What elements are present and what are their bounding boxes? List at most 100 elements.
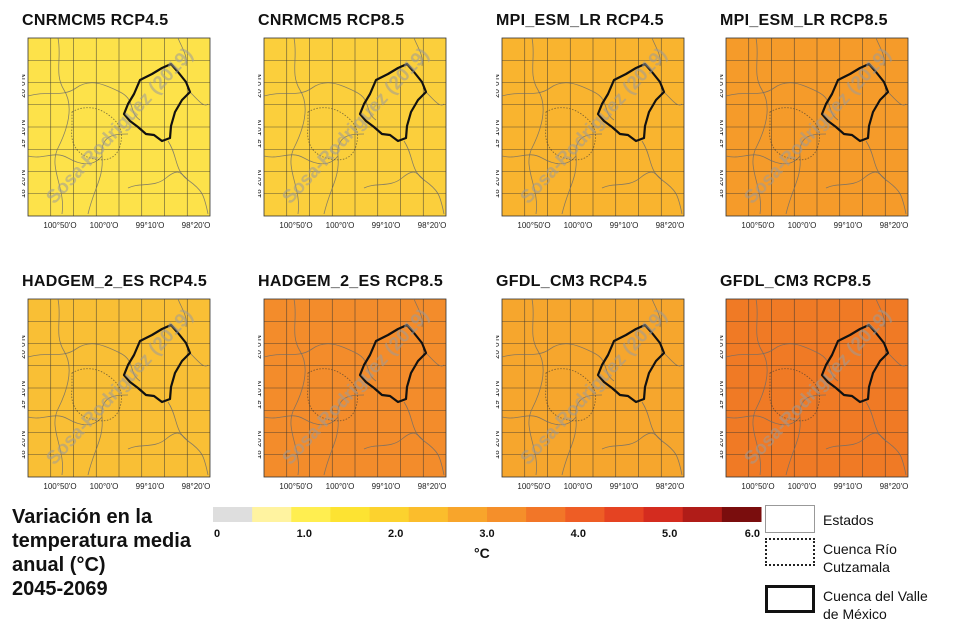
y-tick-label: 19°10'N bbox=[258, 381, 263, 410]
colorbar-unit: °C bbox=[474, 545, 490, 561]
x-tick-label: 98°20'O bbox=[418, 482, 447, 491]
map-panel: HADGEM_2_ES RCP4.5 20°0'N 19°10'N 18°20'N 10… bbox=[22, 273, 257, 513]
colorbar-segment bbox=[408, 507, 449, 522]
y-tick-label: 20°0'N bbox=[22, 335, 27, 359]
x-tick-label: 100°0'O bbox=[326, 221, 355, 230]
state-boundary bbox=[601, 171, 663, 189]
colorbar-tick-label: 2.0 bbox=[388, 528, 403, 540]
map-panel: GFDL_CM3 RCP4.5 20°0'N 19°10'N 18°20'N 100°5… bbox=[496, 273, 731, 513]
map-panel: HADGEM_2_ES RCP8.5 20°0'N 19°10'N 18°20'N 10… bbox=[258, 273, 493, 513]
state-boundary bbox=[651, 37, 661, 67]
x-tick-label: 99°10'O bbox=[372, 482, 401, 491]
state-boundary bbox=[501, 154, 577, 165]
colorbar-segment bbox=[604, 507, 645, 522]
cutzamala-basin-outline bbox=[545, 107, 596, 161]
state-boundary bbox=[363, 171, 425, 189]
colorbar-tick-label: 5.0 bbox=[662, 528, 677, 540]
temperature-map: 20°0'N 19°10'N 18°20'N 100°50'O 100°0'O 99°10… bbox=[22, 37, 211, 230]
y-tick-label: 19°10'N bbox=[720, 381, 725, 410]
valle-de-mexico-basin-outline bbox=[820, 323, 890, 404]
y-tick-label: 20°0'N bbox=[258, 335, 263, 359]
panel-title: CNRMCM5 RCP8.5 bbox=[258, 12, 405, 29]
state-boundary bbox=[752, 298, 768, 476]
colorbar-segment bbox=[252, 507, 292, 522]
y-tick-label: 20°0'N bbox=[496, 74, 501, 98]
y-tick-label: 18°20'N bbox=[496, 170, 501, 199]
valle-de-mexico-basin-outline bbox=[358, 323, 428, 404]
y-tick-label: 19°10'N bbox=[496, 381, 501, 410]
temperature-map: 20°0'N 19°10'N 18°20'N 100°50'O 100°0'O 99°10… bbox=[720, 298, 909, 491]
caption-line-2: temperatura media bbox=[12, 530, 191, 552]
state-boundary bbox=[127, 171, 189, 189]
state-boundary bbox=[290, 37, 306, 215]
state-boundary bbox=[725, 415, 801, 426]
x-tick-label: 100°0'O bbox=[788, 221, 817, 230]
x-tick-label: 99°10'O bbox=[610, 482, 639, 491]
colorbar-segment bbox=[213, 507, 253, 522]
x-tick-label: 98°20'O bbox=[182, 482, 211, 491]
legend-label-estados: Estados bbox=[823, 512, 874, 528]
colorbar-segment bbox=[565, 507, 605, 522]
valle-de-mexico-basin-outline bbox=[596, 323, 666, 404]
colorbar-segment bbox=[291, 507, 331, 522]
colorbar-segment bbox=[487, 507, 527, 522]
cutzamala-basin-outline bbox=[545, 368, 596, 422]
map-panel: MPI_ESM_LR RCP4.5 20°0'N 19°10'N 18°20'N 100… bbox=[496, 12, 731, 252]
temperature-map: 20°0'N 19°10'N 18°20'N 100°50'O 100°0'O 99°10… bbox=[496, 298, 685, 491]
y-tick-label: 18°20'N bbox=[258, 170, 263, 199]
x-tick-label: 100°50'O bbox=[741, 482, 774, 491]
state-boundary bbox=[263, 415, 339, 426]
map-panel: MPI_ESM_LR RCP8.5 20°0'N 19°10'N 18°20'N 100… bbox=[720, 12, 955, 252]
caption-line-3: anual (°C) bbox=[12, 554, 106, 576]
panel-title: CNRMCM5 RCP4.5 bbox=[22, 12, 169, 29]
state-boundary bbox=[27, 82, 141, 121]
y-tick-label: 18°20'N bbox=[22, 431, 27, 460]
legend-swatch-cutzamala bbox=[765, 538, 815, 566]
colorbar-tick-label: 6.0 bbox=[745, 528, 760, 540]
temperature-map: 20°0'N 19°10'N 18°20'N 100°50'O 100°0'O 99°10… bbox=[720, 37, 909, 230]
panel-title: HADGEM_2_ES RCP4.5 bbox=[22, 273, 208, 290]
x-tick-label: 100°0'O bbox=[90, 482, 119, 491]
cutzamala-basin-outline bbox=[71, 368, 122, 422]
map-panel: GFDL_CM3 RCP8.5 20°0'N 19°10'N 18°20'N 100°5… bbox=[720, 273, 955, 513]
state-boundary bbox=[27, 343, 141, 382]
x-tick-label: 99°10'O bbox=[834, 482, 863, 491]
state-boundary bbox=[189, 352, 209, 367]
x-tick-label: 98°20'O bbox=[880, 482, 909, 491]
state-boundary bbox=[875, 298, 885, 328]
state-boundary bbox=[413, 298, 423, 328]
panel-title: MPI_ESM_LR RCP8.5 bbox=[720, 12, 888, 29]
x-tick-label: 100°0'O bbox=[90, 221, 119, 230]
x-tick-label: 100°50'O bbox=[517, 221, 550, 230]
colorbar-segment bbox=[330, 507, 371, 522]
legend-swatch-estados bbox=[765, 505, 815, 533]
y-tick-label: 20°0'N bbox=[720, 74, 725, 98]
x-tick-label: 98°20'O bbox=[656, 221, 685, 230]
temperature-map: 20°0'N 19°10'N 18°20'N 100°50'O 100°0'O 99°10… bbox=[258, 298, 447, 491]
valle-de-mexico-basin-outline bbox=[820, 62, 890, 143]
x-tick-label: 98°20'O bbox=[880, 221, 909, 230]
state-boundary bbox=[875, 37, 885, 67]
state-boundary bbox=[725, 154, 801, 165]
panel-title: GFDL_CM3 RCP8.5 bbox=[720, 273, 872, 290]
x-tick-label: 98°20'O bbox=[418, 221, 447, 230]
valle-de-mexico-basin-outline bbox=[358, 62, 428, 143]
colorbar-tick-label: 0 bbox=[214, 528, 220, 540]
panel-title: GFDL_CM3 RCP4.5 bbox=[496, 273, 648, 290]
state-boundary bbox=[663, 352, 683, 367]
y-tick-label: 20°0'N bbox=[258, 74, 263, 98]
x-tick-label: 99°10'O bbox=[372, 221, 401, 230]
caption-line-1: Variación en la bbox=[12, 506, 153, 528]
colorbar-tick-label: 1.0 bbox=[297, 528, 312, 540]
state-boundary bbox=[177, 37, 187, 67]
state-boundary bbox=[887, 91, 907, 106]
colorbar-segment bbox=[721, 507, 762, 522]
x-tick-label: 100°50'O bbox=[43, 482, 76, 491]
state-boundary bbox=[528, 37, 544, 215]
legend-label-valle-1: Cuenca del Valle bbox=[823, 588, 928, 604]
state-boundary bbox=[263, 343, 377, 382]
map-panel: CNRMCM5 RCP8.5 20°0'N 19°10'N 18°20'N 100°50… bbox=[258, 12, 493, 252]
caption-line-4: 2045-2069 bbox=[12, 578, 108, 600]
x-tick-label: 98°20'O bbox=[182, 221, 211, 230]
x-tick-label: 99°10'O bbox=[136, 482, 165, 491]
